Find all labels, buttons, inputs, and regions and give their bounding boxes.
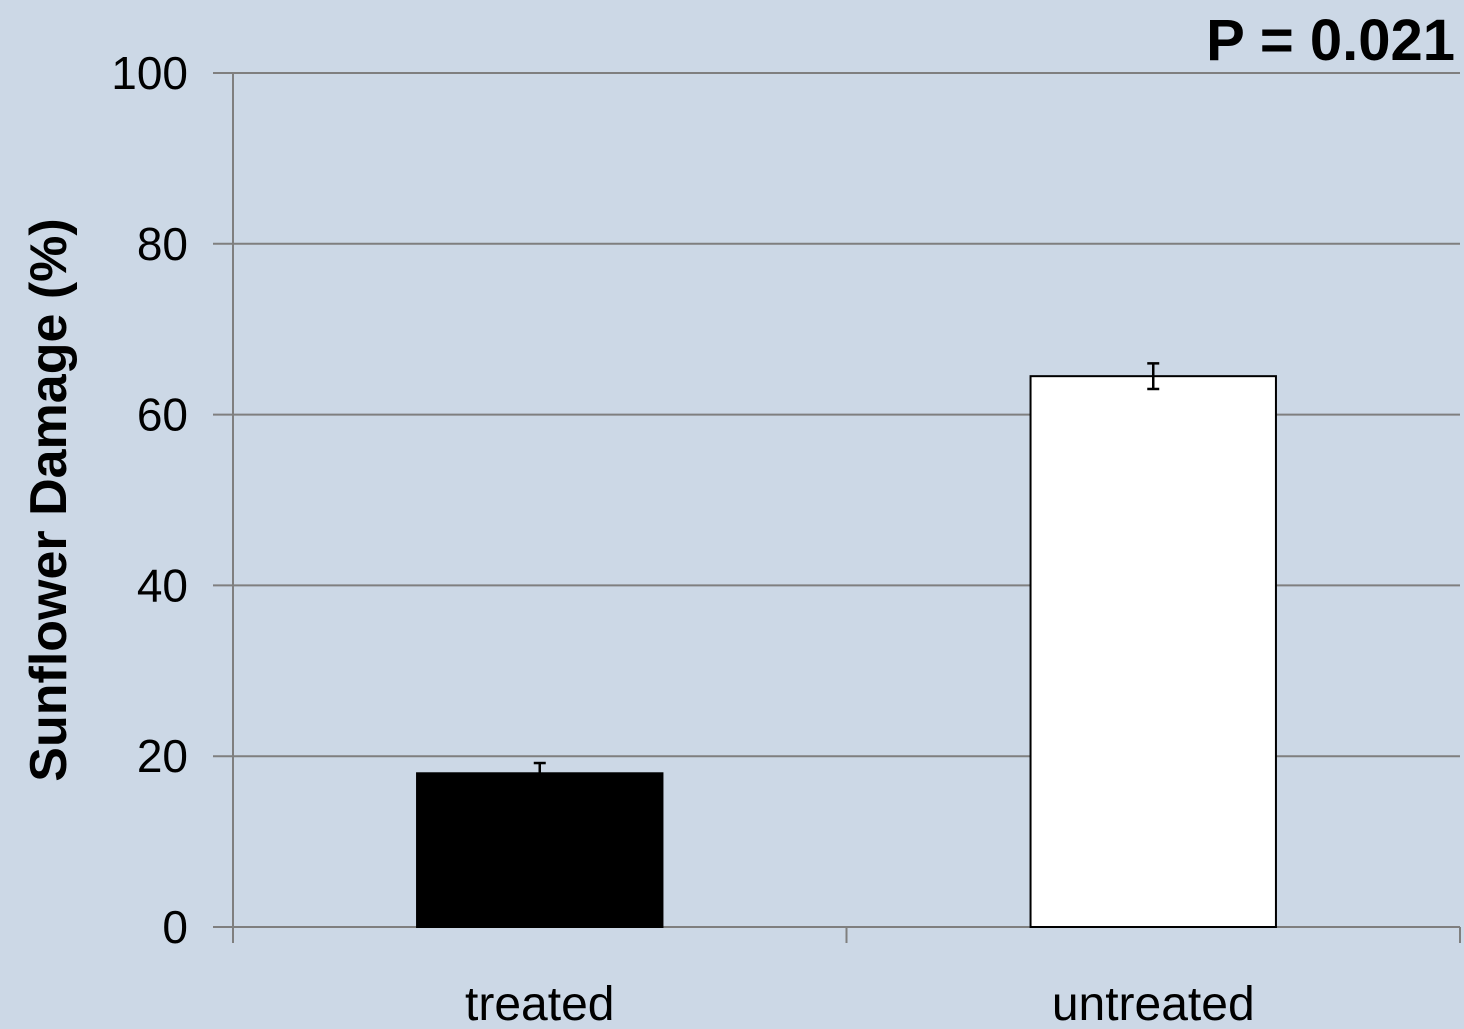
y-tick-label-20: 20 <box>137 730 188 782</box>
y-tick-label-80: 80 <box>137 218 188 270</box>
bars <box>416 375 1277 929</box>
p-value-annotation: P = 0.021 <box>1206 8 1455 73</box>
y-tick-label-0: 0 <box>162 901 188 953</box>
x-category-label-treated: treated <box>465 978 614 1029</box>
bar-treated <box>416 772 664 929</box>
y-tick-label-40: 40 <box>137 559 188 611</box>
y-tick-label-60: 60 <box>137 389 188 441</box>
labels: 0 20 40 60 80 100 treated untreated <box>111 47 1254 1029</box>
bar-untreated <box>1029 375 1277 929</box>
y-axis-label: Sunflower Damage (%) <box>20 218 78 781</box>
y-tick-label-100: 100 <box>111 47 188 99</box>
x-category-label-untreated: untreated <box>1052 978 1255 1029</box>
error-bars <box>533 362 1160 785</box>
